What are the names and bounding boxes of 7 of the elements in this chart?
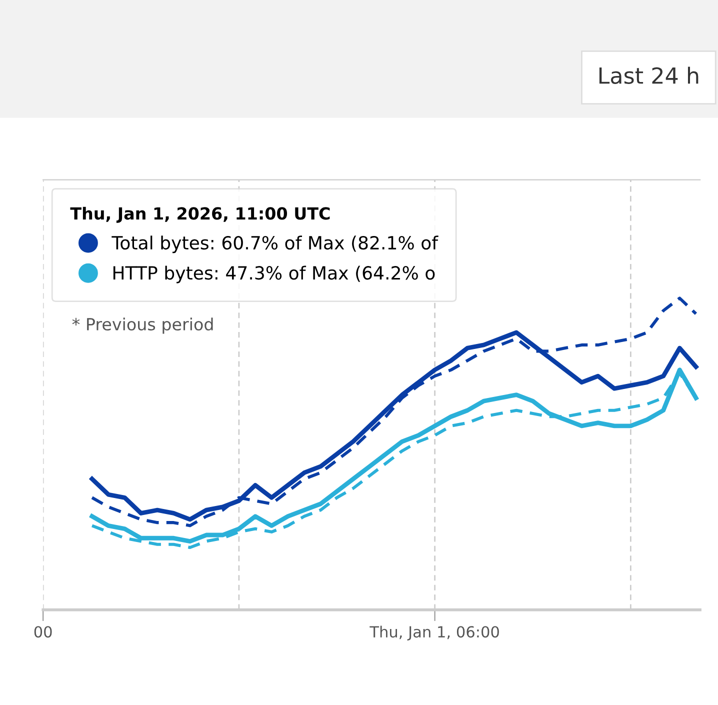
- x-tick-label: Thu, Jan 1, 06:00: [370, 626, 499, 640]
- annotation: * Previous period: [72, 318, 213, 334]
- text: Last 24 h: [599, 66, 698, 84]
- legend-label: HTTP bytes: 47.3% of Max (64.2% o: [113, 266, 435, 284]
- legend-label: Total bytes: 60.7% of Max (82.1% of: [112, 236, 438, 254]
- x-tick-label: 00: [34, 626, 52, 638]
- legend-title: Thu, Jan 1, 2026, 11:00 UTC: [70, 206, 330, 223]
